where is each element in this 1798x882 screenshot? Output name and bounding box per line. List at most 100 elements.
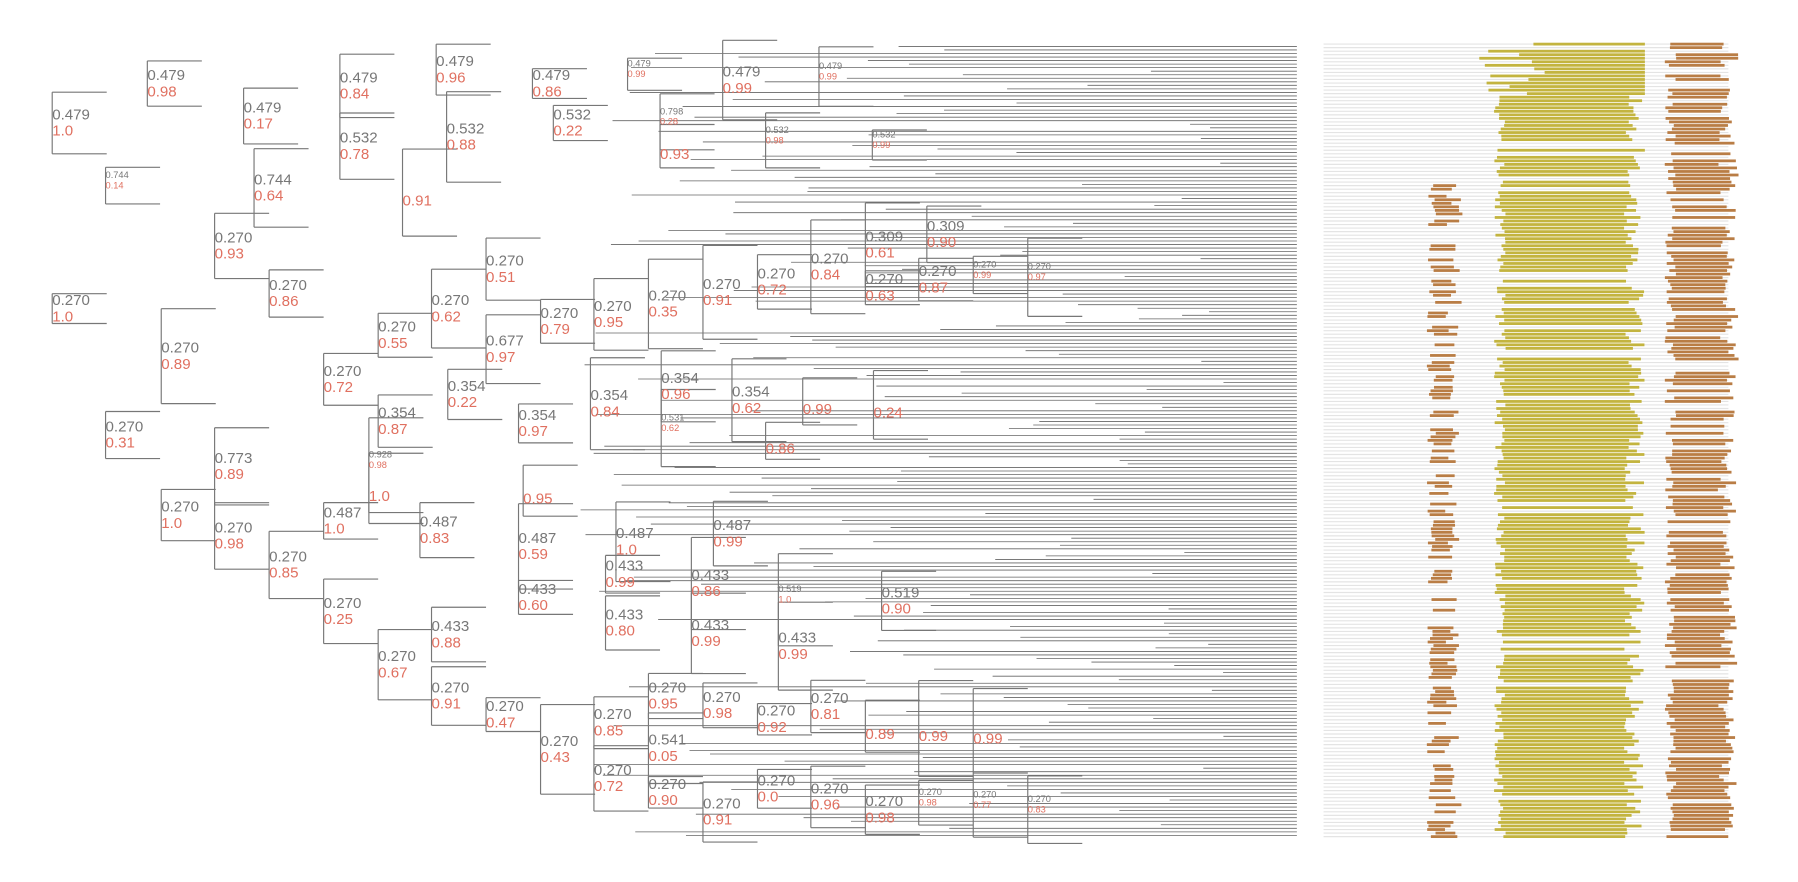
heat-cell xyxy=(1501,226,1625,230)
heat-cell xyxy=(1531,60,1645,64)
heat-cell xyxy=(1497,782,1625,785)
heat-cell xyxy=(1431,672,1456,676)
heat-cell xyxy=(1432,633,1459,637)
heat-cell xyxy=(1501,297,1640,301)
heat-cell xyxy=(1434,343,1455,347)
heat-cell xyxy=(1501,633,1630,637)
support-value: 0.99 xyxy=(778,646,807,663)
branch-length: 0.479 xyxy=(52,106,90,123)
heat-cell xyxy=(1499,95,1630,99)
heat-cell xyxy=(1504,615,1632,619)
heat-cell xyxy=(1505,336,1629,340)
heat-cell xyxy=(1666,704,1719,708)
heat-cell xyxy=(1670,824,1733,828)
heat-cell xyxy=(1434,569,1453,573)
branch-length: 0.309 xyxy=(865,228,903,245)
heat-cell xyxy=(1671,679,1734,683)
heat-cell xyxy=(1433,704,1457,708)
heat-cell xyxy=(1432,573,1452,577)
heat-cell xyxy=(1675,573,1730,577)
heat-cell xyxy=(1498,799,1641,803)
heat-cell xyxy=(1432,396,1451,400)
heat-cell xyxy=(1505,237,1632,241)
heat-cell xyxy=(1676,187,1730,191)
heat-cell xyxy=(1501,711,1633,715)
heat-cell xyxy=(1666,460,1722,463)
branch-length: 0.532 xyxy=(553,106,591,123)
branch-length: 0.270 xyxy=(1028,794,1051,804)
branch-length: 0.744 xyxy=(254,171,292,188)
heat-cell xyxy=(1676,414,1734,417)
heat-cell xyxy=(1494,216,1641,219)
heat-cell xyxy=(1498,102,1629,106)
heat-cell xyxy=(1504,230,1636,234)
heat-cell xyxy=(1434,767,1454,771)
heat-cell xyxy=(1431,449,1455,453)
heat-cell xyxy=(1665,506,1724,509)
heat-cell xyxy=(1503,247,1639,251)
heat-cell xyxy=(1496,400,1642,403)
heat-cell xyxy=(1427,626,1454,630)
heat-cell xyxy=(1509,85,1645,88)
heat-cell xyxy=(1667,131,1720,134)
heat-cell xyxy=(1666,601,1724,605)
heat-cell xyxy=(1499,113,1636,117)
heat-cell xyxy=(1430,244,1456,248)
support-value: 0.84 xyxy=(590,403,619,420)
heat-cell xyxy=(1429,513,1454,517)
support-value: 0.59 xyxy=(519,546,548,563)
heat-cell xyxy=(1433,205,1459,209)
heat-cell xyxy=(1497,499,1626,502)
heat-cell xyxy=(1666,322,1728,325)
heat-cell xyxy=(1504,329,1641,333)
heat-cell xyxy=(1430,187,1452,191)
heat-cell xyxy=(1499,725,1625,729)
branch-length: 0.532 xyxy=(340,130,378,147)
heat-cell xyxy=(1673,124,1728,127)
heat-cell xyxy=(1499,117,1639,120)
support-value: 0.87 xyxy=(378,421,407,438)
heat-cell xyxy=(1666,262,1729,265)
heat-cell xyxy=(1505,212,1625,216)
heat-cell xyxy=(1666,633,1721,637)
heat-cell xyxy=(1494,421,1643,425)
heat-cell xyxy=(1666,637,1725,640)
branch-length: 0.479 xyxy=(244,100,282,117)
heat-cell xyxy=(1430,428,1453,432)
heat-cell xyxy=(1674,396,1734,400)
heat-cell xyxy=(1495,106,1634,110)
heat-cell xyxy=(1673,354,1735,357)
heat-cell xyxy=(1670,598,1730,601)
heat-cell xyxy=(1503,806,1636,810)
heat-cell xyxy=(1667,591,1721,594)
heat-cell xyxy=(1497,290,1645,294)
heat-cell xyxy=(1433,644,1459,647)
heat-cell xyxy=(1505,594,1631,598)
heat-cell xyxy=(1675,746,1733,750)
heat-cell xyxy=(1666,722,1729,725)
heat-cell xyxy=(1667,350,1729,354)
heat-cell xyxy=(1671,152,1731,156)
heat-cell xyxy=(1534,67,1645,71)
heat-cell xyxy=(1499,201,1638,205)
support-value: 0.78 xyxy=(340,146,369,163)
heat-cell xyxy=(1670,42,1724,46)
branch-length: 0.270 xyxy=(865,271,903,288)
support-value: 0.91 xyxy=(703,812,732,829)
heat-cell xyxy=(1432,668,1458,672)
support-value: 0.89 xyxy=(215,466,244,483)
heat-cell xyxy=(1667,693,1729,697)
heat-cell xyxy=(1671,630,1725,633)
branch-length: 0.433 xyxy=(519,581,557,598)
branch-length: 0.270 xyxy=(432,680,470,697)
heat-cell xyxy=(1498,767,1630,771)
branch-length: 0.270 xyxy=(648,680,686,697)
heat-cell xyxy=(1495,198,1637,202)
heat-cell xyxy=(1670,424,1725,428)
heat-cell xyxy=(1674,325,1733,329)
heat-cell xyxy=(1666,244,1721,248)
branch-length: 0.433 xyxy=(691,567,729,584)
heat-cell xyxy=(1669,269,1728,272)
heat-cell xyxy=(1434,484,1453,488)
